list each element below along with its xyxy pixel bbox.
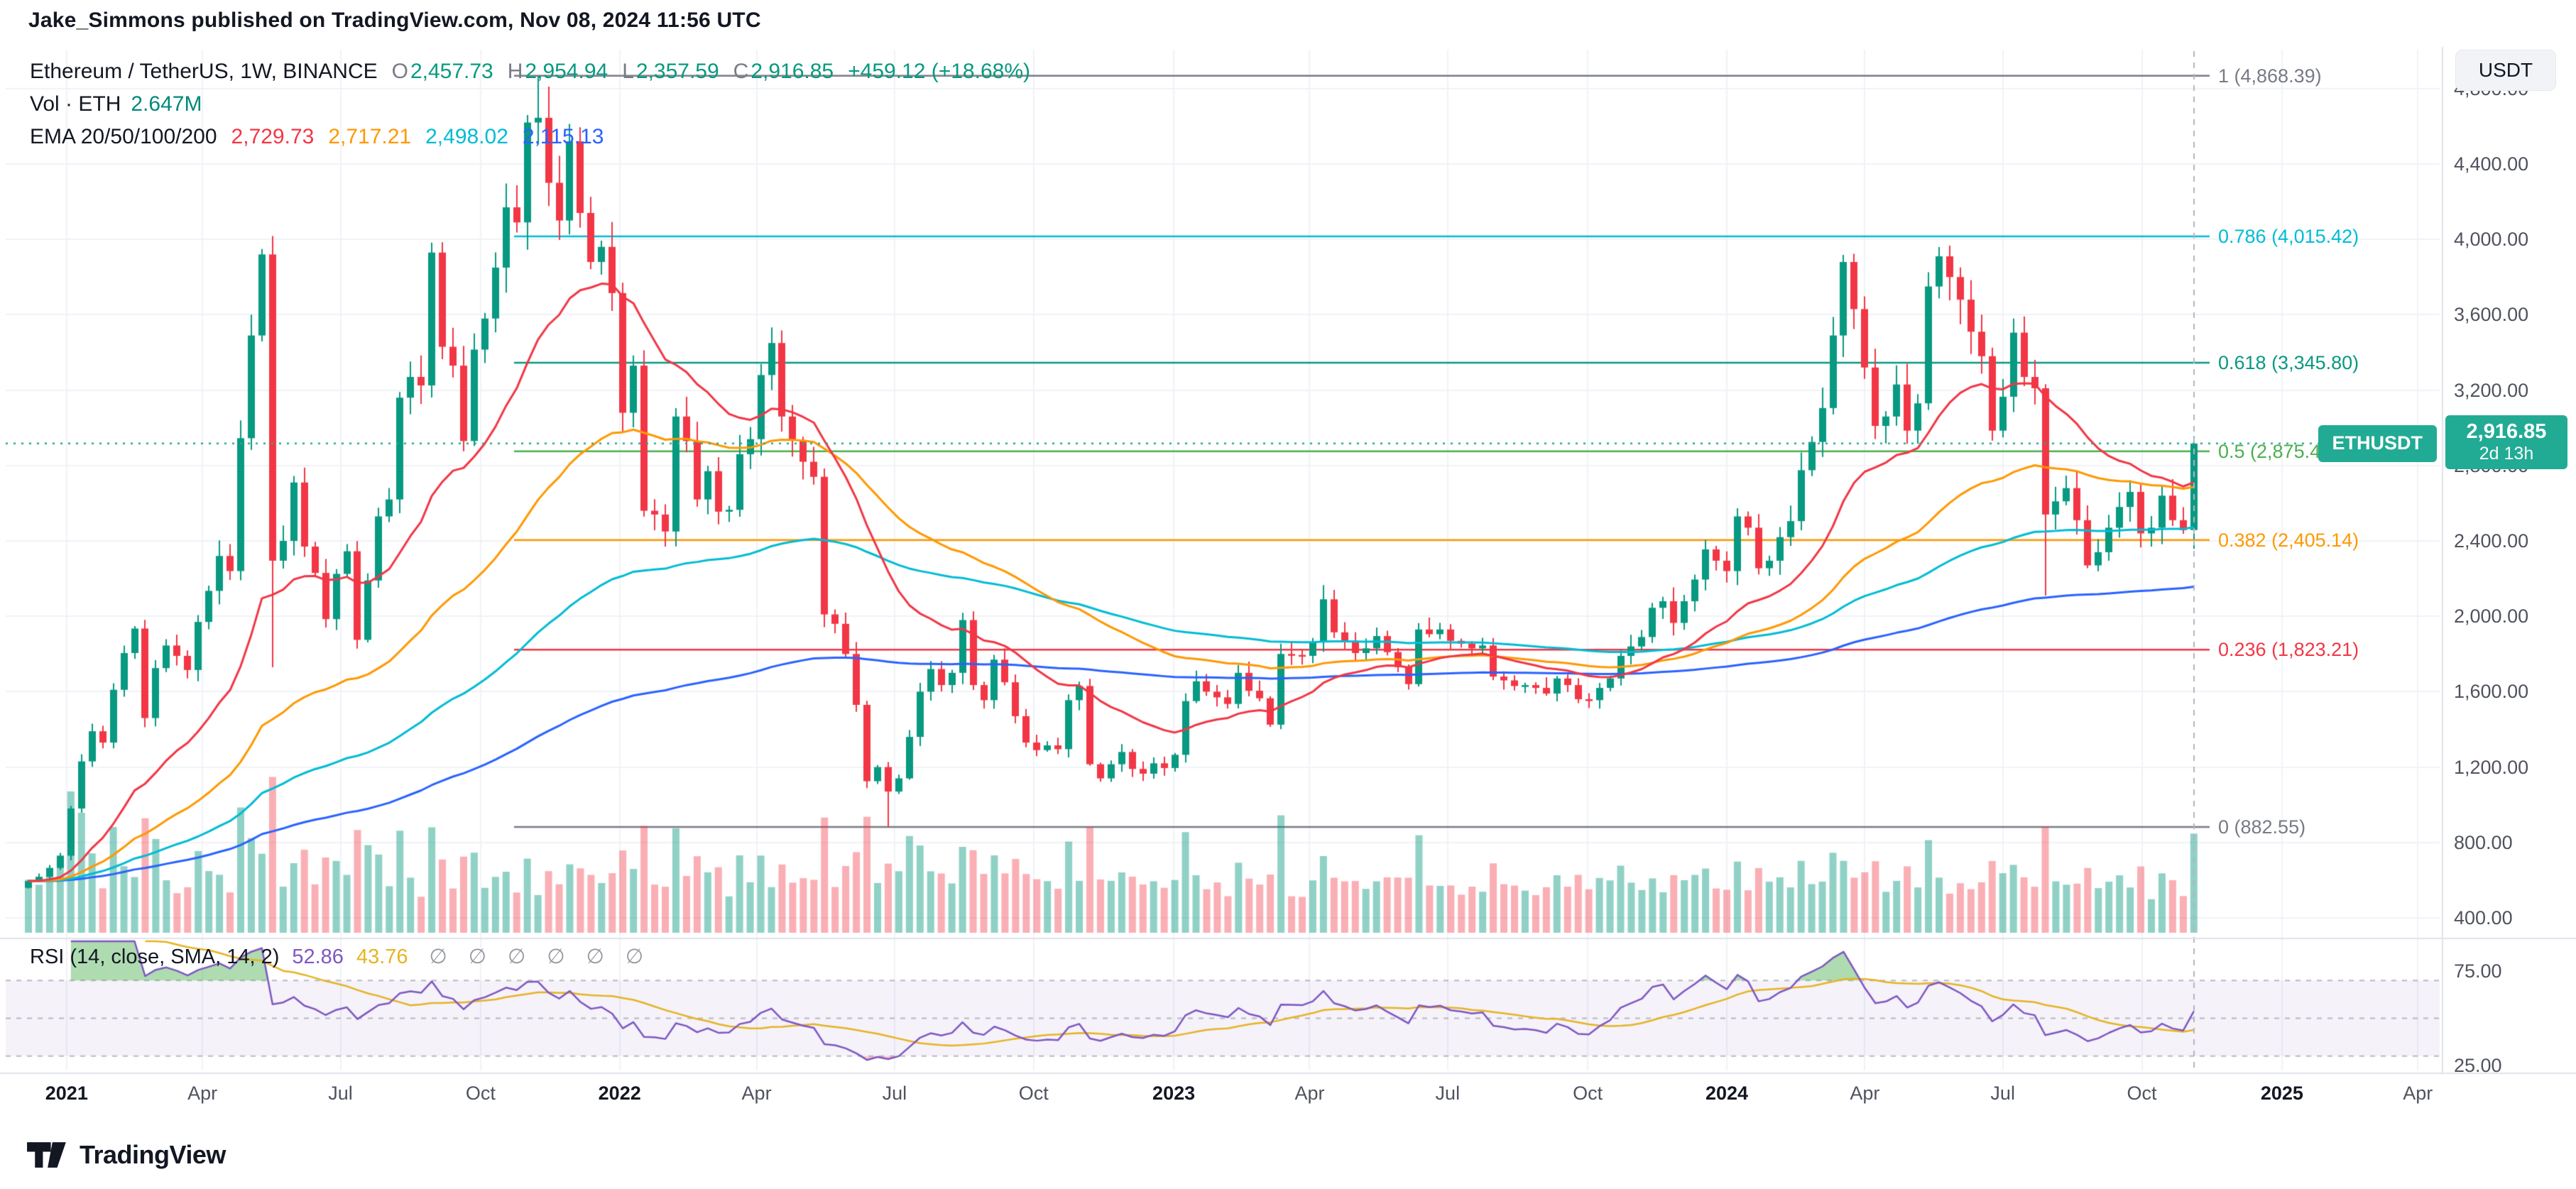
published-header: Jake_Simmons published on TradingView.co… — [28, 9, 761, 32]
rsi-value: 52.86 — [292, 946, 344, 968]
time-axis-label[interactable]: Oct — [1573, 1083, 1603, 1104]
symbol-legend: Ethereum / TetherUS, 1W, BINANCE O 2,457.… — [30, 60, 1030, 84]
price-tick-label: 3,200.00 — [2454, 379, 2529, 401]
empty-value-glyph: ∅ — [429, 946, 447, 968]
time-axis-label[interactable]: 2024 — [1705, 1083, 1749, 1104]
fib-level-label: 0.382 (2,405.14) — [2218, 529, 2359, 551]
price-tick-label: 1,200.00 — [2454, 756, 2529, 778]
time-axis-label[interactable]: Apr — [187, 1083, 218, 1104]
low-label: L — [622, 60, 634, 83]
time-axis-label[interactable]: Apr — [1294, 1083, 1325, 1104]
ema-legend: EMA 20/50/100/200 2,729.73 2,717.21 2,49… — [30, 125, 604, 149]
time-axis-label[interactable]: Jul — [1990, 1083, 2015, 1104]
open-value: 2,457.73 — [410, 60, 493, 83]
rsi-legend: RSI (14, close, SMA, 14, 2) 52.86 43.76 … — [30, 944, 643, 969]
open-label: O — [391, 60, 408, 83]
tradingview-logo — [27, 1142, 66, 1168]
change-value: +459.12 (+18.68%) — [848, 60, 1030, 83]
ema100-value: 2,498.02 — [425, 125, 508, 148]
ema-label: EMA 20/50/100/200 — [30, 125, 217, 148]
fib-level-label: 0.618 (3,345.80) — [2218, 351, 2359, 373]
empty-value-glyph: ∅ — [508, 946, 526, 968]
low-value: 2,357.59 — [635, 60, 719, 83]
rsi-label: RSI (14, close, SMA, 14, 2) — [30, 946, 280, 968]
volume-label: Vol · ETH — [30, 92, 121, 116]
price-tick-label: 2,400.00 — [2454, 530, 2529, 552]
empty-value-glyph: ∅ — [468, 946, 487, 968]
price-tick-label: 800.00 — [2454, 831, 2513, 853]
empty-value-glyph: ∅ — [586, 946, 604, 968]
price-tick-label: 400.00 — [2454, 907, 2513, 928]
ema20-value: 2,729.73 — [231, 125, 315, 148]
rsi-ma-value: 43.76 — [356, 946, 408, 968]
time-axis-label[interactable]: Jul — [882, 1083, 907, 1104]
close-value: 2,916.85 — [751, 60, 834, 83]
high-value: 2,954.94 — [525, 60, 608, 83]
price-tick-label: 3,600.00 — [2454, 304, 2529, 326]
empty-value-glyph: ∅ — [625, 946, 644, 968]
empty-value-glyph: ∅ — [547, 946, 565, 968]
volume-legend: Vol · ETH 2.647M — [30, 92, 202, 116]
current-price-value: 2,916.85 — [2466, 420, 2547, 443]
rsi-tick-label: 75.00 — [2454, 960, 2502, 982]
time-axis-label[interactable]: Oct — [1018, 1083, 1049, 1104]
time-axis-label[interactable]: Oct — [465, 1083, 496, 1104]
fib-level-label: 0 (882.55) — [2218, 816, 2306, 838]
volume-value: 2.647M — [131, 92, 202, 116]
ema50-value: 2,717.21 — [328, 125, 412, 148]
time-axis-label[interactable]: 2022 — [598, 1083, 641, 1104]
price-tick-label: 4,000.00 — [2454, 229, 2529, 251]
currency-label: USDT — [2478, 59, 2533, 81]
time-axis-label[interactable]: Apr — [2403, 1083, 2433, 1104]
currency-toggle-button[interactable]: USDT — [2455, 50, 2556, 91]
brand-name: TradingView — [80, 1140, 226, 1169]
price-tick-label: 4,400.00 — [2454, 153, 2529, 175]
time-axis-label[interactable]: Jul — [1435, 1083, 1461, 1104]
time-axis-label[interactable]: Jul — [328, 1083, 353, 1104]
time-axis-label[interactable]: Apr — [741, 1083, 772, 1104]
high-label: H — [507, 60, 523, 83]
price-tick-label: 2,000.00 — [2454, 606, 2529, 628]
rsi-empty-values: ∅ ∅ ∅ ∅ ∅ ∅ — [408, 944, 644, 969]
close-label: C — [733, 60, 749, 83]
time-axis-label[interactable]: Apr — [1850, 1083, 1880, 1104]
symbol-flag-label: ETHUSDT — [2332, 432, 2423, 454]
symbol-title[interactable]: Ethereum / TetherUS, 1W, BINANCE — [30, 60, 378, 83]
rsi-tick-label: 25.00 — [2454, 1055, 2502, 1076]
symbol-price-flag[interactable]: ETHUSDT — [2318, 424, 2437, 462]
footer-brand: TradingView — [26, 1140, 226, 1170]
time-axis-label[interactable]: 2025 — [2260, 1083, 2303, 1104]
current-price-axis-label[interactable]: 2,916.85 2d 13h — [2445, 415, 2567, 469]
price-tick-label: 1,600.00 — [2454, 681, 2529, 703]
time-axis-label[interactable]: 2021 — [45, 1083, 88, 1104]
time-axis-label[interactable]: 2023 — [1152, 1083, 1196, 1104]
fib-level-label: 0.786 (4,015.42) — [2218, 226, 2359, 248]
bar-countdown: 2d 13h — [2479, 443, 2534, 464]
fib-level-label: 0.236 (1,823.21) — [2218, 639, 2359, 661]
time-axis-label[interactable]: Oct — [2127, 1083, 2157, 1104]
fib-level-label: 0.5 (2,875.47) — [2218, 440, 2338, 462]
fib-level-label: 1 (4,868.39) — [2218, 65, 2322, 87]
ema200-value: 2,115.13 — [522, 125, 604, 148]
